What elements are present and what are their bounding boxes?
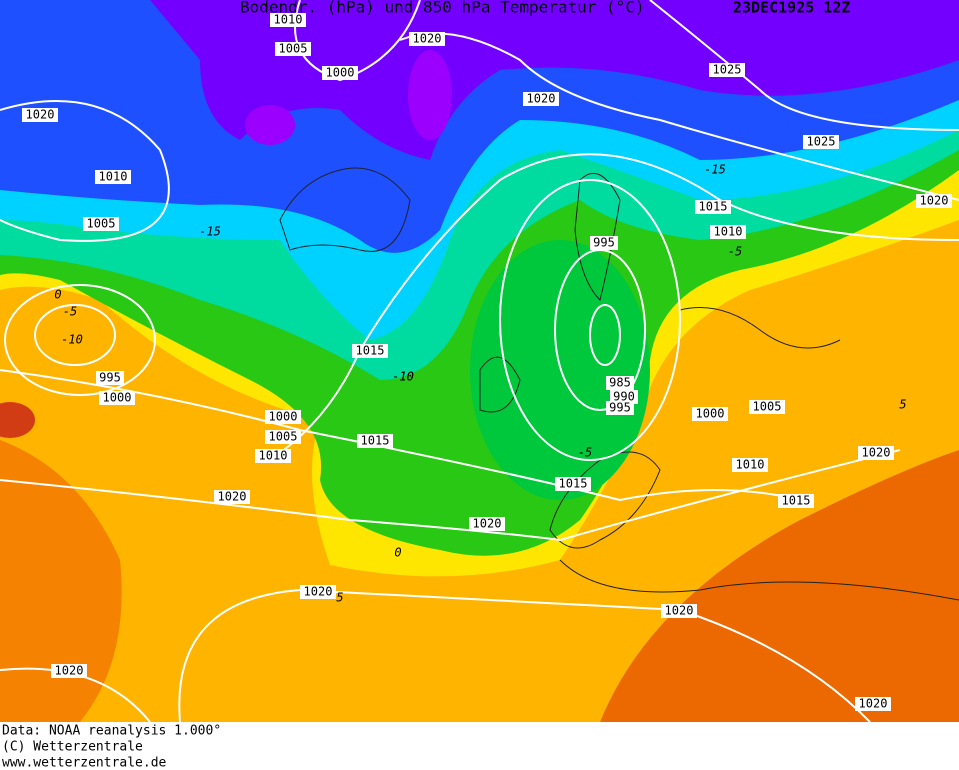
isotherm-label: -10 xyxy=(392,370,414,384)
isotherm-label: -15 xyxy=(199,225,221,239)
isotherm-label: -5 xyxy=(578,446,592,460)
isobar-label: 1000 xyxy=(326,66,355,80)
isobar-label: 1020 xyxy=(55,664,84,678)
isotherm-label: 0 xyxy=(394,546,401,560)
map-title: Bodendr. (hPa) und 850 hPa Temperatur (°… xyxy=(240,0,645,17)
isobar-label-box xyxy=(96,371,124,385)
isobar-label: 985 xyxy=(609,376,631,390)
footer-line: (C) Wetterzentrale xyxy=(2,740,143,755)
isobar-label-box xyxy=(300,585,336,599)
isobar-label-box xyxy=(778,494,814,508)
isobar-label: 1020 xyxy=(26,108,55,122)
isobar-label-box xyxy=(322,66,358,80)
isobar-label: 995 xyxy=(593,236,615,250)
isobar-label-box xyxy=(83,217,119,231)
isobar-label-box xyxy=(270,13,306,27)
isobar-label: 995 xyxy=(609,401,631,415)
isobar-label: 1000 xyxy=(103,391,132,405)
isobar-label-box xyxy=(606,401,634,415)
isotherm-label: -10 xyxy=(61,333,83,347)
isobar-label: 1005 xyxy=(753,400,782,414)
isobar-label-box xyxy=(709,63,745,77)
coastlines xyxy=(279,167,959,601)
isobar-label: 1020 xyxy=(859,697,888,711)
isotherm-label: 5 xyxy=(899,398,906,412)
isobar-label: 1010 xyxy=(274,13,303,27)
isobar-label-box xyxy=(695,200,731,214)
isobar-label-box xyxy=(610,390,638,404)
map-date: 23DEC1925 12Z xyxy=(733,0,850,17)
isobar-label: 1015 xyxy=(356,344,385,358)
isobar-label-box xyxy=(255,449,291,463)
isobar-label-box xyxy=(606,376,634,390)
isobar-label-box xyxy=(265,430,301,444)
isobar-label: 1025 xyxy=(807,135,836,149)
footer-line: Data: NOAA reanalysis 1.000° xyxy=(2,724,221,739)
isobar-label: 1015 xyxy=(559,477,588,491)
isotherm-label: -15 xyxy=(704,163,726,177)
isobar-label-box xyxy=(555,477,591,491)
isobar-label: 1020 xyxy=(304,585,333,599)
isobar-label: 1020 xyxy=(413,32,442,46)
isobar-label-box xyxy=(803,135,839,149)
isobar-label: 990 xyxy=(613,390,635,404)
isobar-label-box xyxy=(352,344,388,358)
isobar-label: 995 xyxy=(99,371,121,385)
isobar-label-box xyxy=(214,490,250,504)
isobar-label: 1010 xyxy=(99,170,128,184)
isobar-label: 1010 xyxy=(259,449,288,463)
isobar-label-box xyxy=(523,92,559,106)
isobar-label-box xyxy=(275,42,311,56)
isobar-label: 1020 xyxy=(527,92,556,106)
isobar-label: 1000 xyxy=(696,407,725,421)
isobar-label: 1000 xyxy=(269,410,298,424)
isobar-label: 1010 xyxy=(736,458,765,472)
isobar-label-box xyxy=(357,434,393,448)
isobar-label-box xyxy=(732,458,768,472)
isobar-label: 1025 xyxy=(713,63,742,77)
isobar-label: 1005 xyxy=(279,42,308,56)
isotherm-label: 5 xyxy=(336,591,343,605)
isobar-label: 1020 xyxy=(665,604,694,618)
isobar-label-box xyxy=(590,236,618,250)
isobar-label-box xyxy=(22,108,58,122)
isobar-label-box xyxy=(855,697,891,711)
isotherm-label: -10 xyxy=(392,370,414,384)
isobar-label: 1015 xyxy=(361,434,390,448)
isobar-label-box xyxy=(710,225,746,239)
isobar-label-box xyxy=(858,446,894,460)
isobar-label-box xyxy=(265,410,301,424)
isobar-label-box xyxy=(916,194,952,208)
isobar-label: 1005 xyxy=(87,217,116,231)
isobar-label-box xyxy=(749,400,785,414)
isobar-label: 1005 xyxy=(269,430,298,444)
isobar-label: 1010 xyxy=(714,225,743,239)
isobar-label: 1020 xyxy=(473,517,502,531)
isobar-label-box xyxy=(692,407,728,421)
footer-background xyxy=(0,722,959,770)
isobar-label: 1020 xyxy=(920,194,949,208)
isobar-label-box xyxy=(95,170,131,184)
temperature-field xyxy=(0,0,959,722)
isobar-label-box xyxy=(469,517,505,531)
isobar-label: 1020 xyxy=(218,490,247,504)
isobar-label: 1015 xyxy=(699,200,728,214)
isobar-label: 1020 xyxy=(862,446,891,460)
isobar-label-box xyxy=(661,604,697,618)
isobar-label-box xyxy=(99,391,135,405)
footer-line: www.wetterzentrale.de xyxy=(2,756,167,770)
labels: 1010 1005 1000 1020 1020 1025 1025 1020 1010 1005… xyxy=(22,13,952,711)
isotherm-label: -5 xyxy=(63,305,77,319)
isobar-label-box xyxy=(409,32,445,46)
isobar-label-box xyxy=(51,664,87,678)
isobar-label: 1015 xyxy=(782,494,811,508)
isotherm-label: -5 xyxy=(728,245,742,259)
isotherm-label: 0 xyxy=(54,288,61,302)
